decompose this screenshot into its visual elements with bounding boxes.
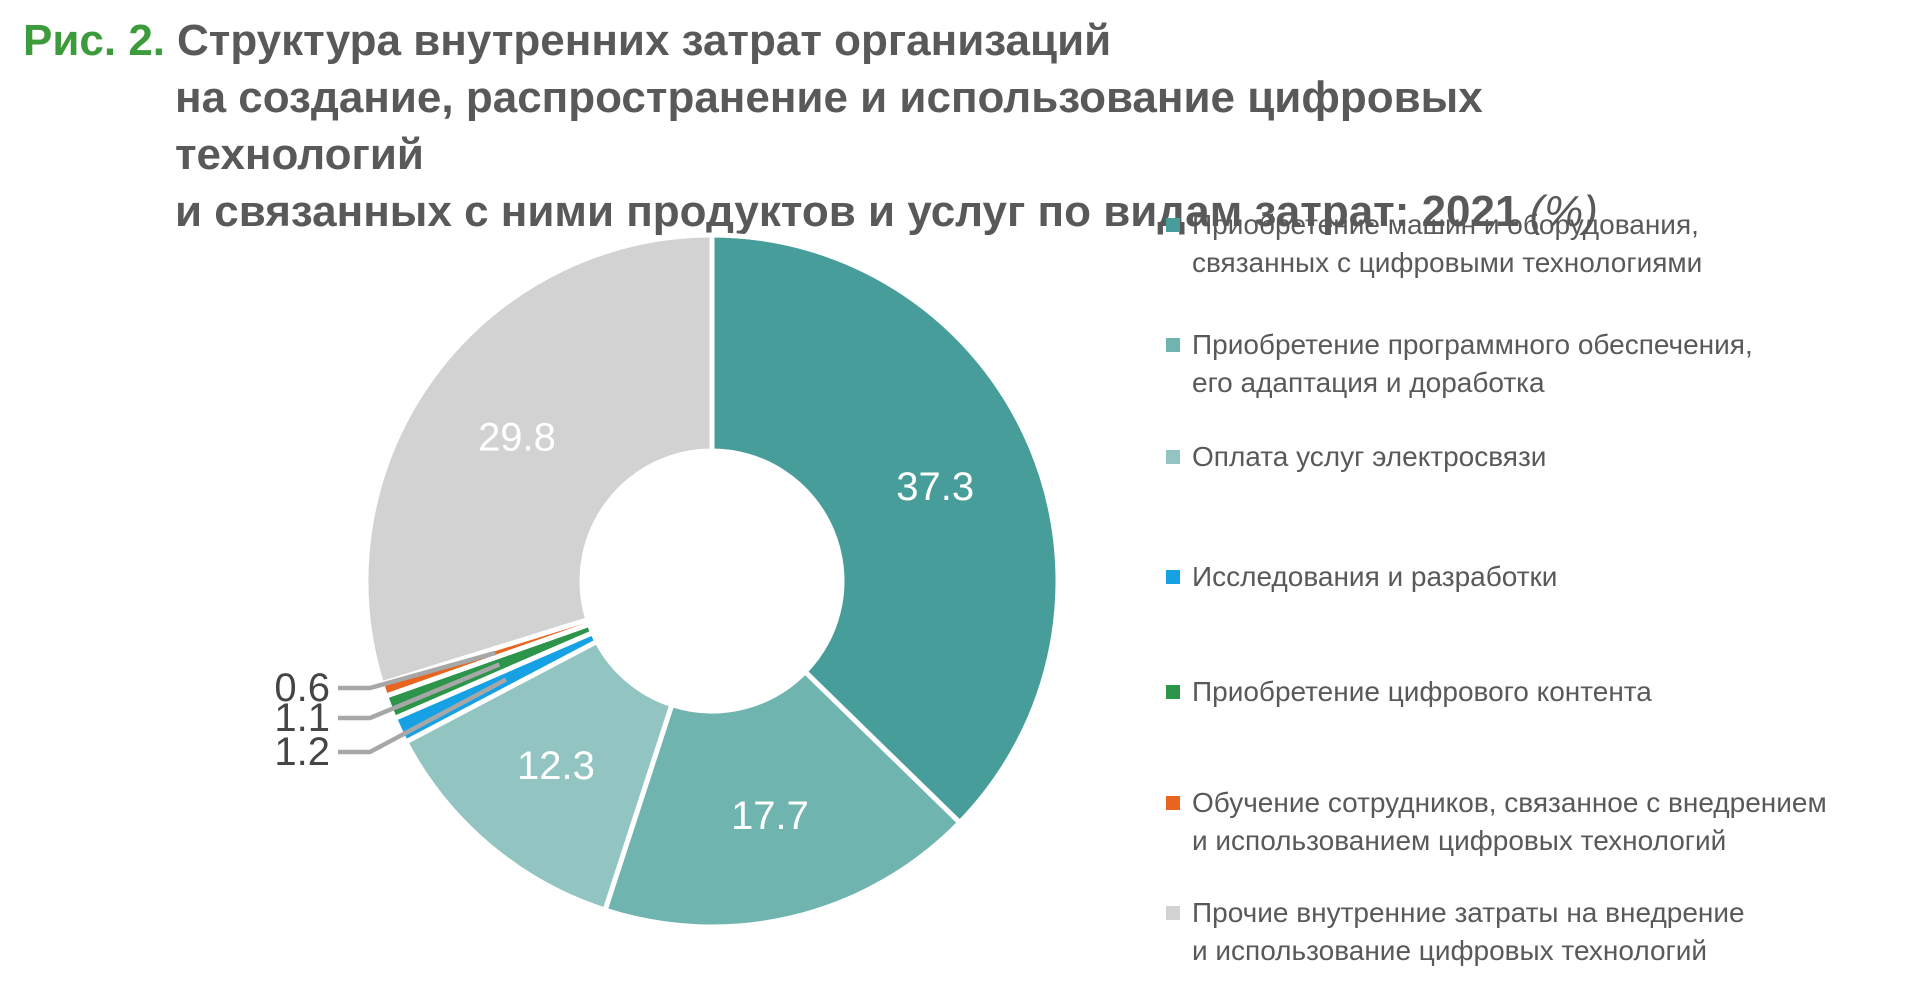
legend-swatch	[1166, 570, 1180, 584]
callout-leader-line	[338, 650, 496, 691]
callout-leader-line	[338, 677, 508, 755]
legend-label-line: и использование цифровых технологий	[1192, 935, 1708, 966]
legend-item-3: Оплата услуг электросвязи	[1166, 438, 1546, 476]
legend-swatch	[1166, 685, 1180, 699]
legend-label-line: связанных с цифровыми технологиями	[1192, 247, 1703, 278]
pie-value-label: 29.8	[478, 415, 556, 459]
callout-value-label: 1.1	[274, 696, 330, 740]
legend-label-line: Прочие внутренние затраты на внедрение	[1192, 897, 1745, 928]
title-line-1-text: Структура внутренних затрат организаций	[177, 16, 1112, 65]
callout-value-label: 1.2	[274, 730, 330, 774]
legend-label-line: Приобретение цифрового контента	[1192, 676, 1652, 707]
legend-label-line: его адаптация и доработка	[1192, 367, 1545, 398]
title-line-1: Рис. 2. Структура внутренних затрат орган…	[23, 12, 1723, 69]
legend-swatch	[1166, 796, 1180, 810]
legend-item-6: Обучение сотрудников, связанное с внедре…	[1166, 784, 1827, 860]
legend-swatch	[1166, 906, 1180, 920]
callout-value-label: 0.6	[274, 666, 330, 710]
pie-value-label: 17.7	[731, 794, 809, 838]
figure-number: Рис. 2.	[23, 16, 166, 65]
legend-swatch	[1166, 218, 1180, 232]
pie-slice-29.8	[363, 232, 715, 687]
callout-leader-line	[338, 662, 501, 721]
legend-label-line: Обучение сотрудников, связанное с внедре…	[1192, 787, 1827, 818]
donut-chart: 37.3 17.7 12.3 29.8 1.21.10.6	[274, 232, 1061, 930]
pie-value-labels: 37.3 17.7 12.3 29.8	[478, 415, 974, 838]
title-line-2: на создание, распространение и использов…	[175, 73, 1483, 179]
legend-label: Исследования и разработки	[1192, 558, 1557, 596]
figure-title: Рис. 2. Структура внутренних затрат орган…	[23, 12, 1723, 240]
callout-value-labels: 1.21.10.6	[274, 666, 330, 774]
pie-value-label: 12.3	[517, 744, 595, 788]
pie-slice-37.3	[709, 232, 1061, 827]
legend-label: Прочие внутренние затраты на внедрение и …	[1192, 894, 1745, 970]
legend-swatch	[1166, 338, 1180, 352]
legend-item-7: Прочие внутренние затраты на внедрение и …	[1166, 894, 1745, 970]
legend-label: Обучение сотрудников, связанное с внедре…	[1192, 784, 1827, 860]
legend-label-line: Оплата услуг электросвязи	[1192, 441, 1547, 472]
legend-label-line: Исследования и разработки	[1192, 561, 1558, 592]
legend-label: Приобретение цифрового контента	[1192, 673, 1652, 711]
pie-slice-17.7	[601, 668, 964, 930]
legend-label: Оплата услуг электросвязи	[1192, 438, 1546, 476]
title-unit-percent: (%)	[1529, 187, 1598, 236]
legend-swatch	[1166, 450, 1180, 464]
pie-slices	[363, 232, 1061, 930]
legend-label-line: Приобретение машин и оборудования,	[1192, 209, 1699, 240]
callout-leader-lines	[338, 650, 508, 755]
title-line-3-text: и связанных с ними продуктов и услуг по …	[175, 187, 1520, 236]
legend-label: Приобретение машин и оборудования, связан…	[1192, 206, 1702, 282]
legend-label: Приобретение программного обеспечения, ег…	[1192, 326, 1753, 402]
legend-label-line: и использованием цифровых технологий	[1192, 825, 1727, 856]
legend-label-line: Приобретение программного обеспечения,	[1192, 329, 1753, 360]
legend-item-5: Приобретение цифрового контента	[1166, 673, 1652, 711]
legend-item-1: Приобретение машин и оборудования, связан…	[1166, 206, 1702, 282]
legend-item-4: Исследования и разработки	[1166, 558, 1557, 596]
legend-item-2: Приобретение программного обеспечения, ег…	[1166, 326, 1753, 402]
title-line-3: и связанных с ними продуктов и услуг по …	[175, 183, 1723, 240]
pie-value-label: 37.3	[896, 465, 974, 509]
